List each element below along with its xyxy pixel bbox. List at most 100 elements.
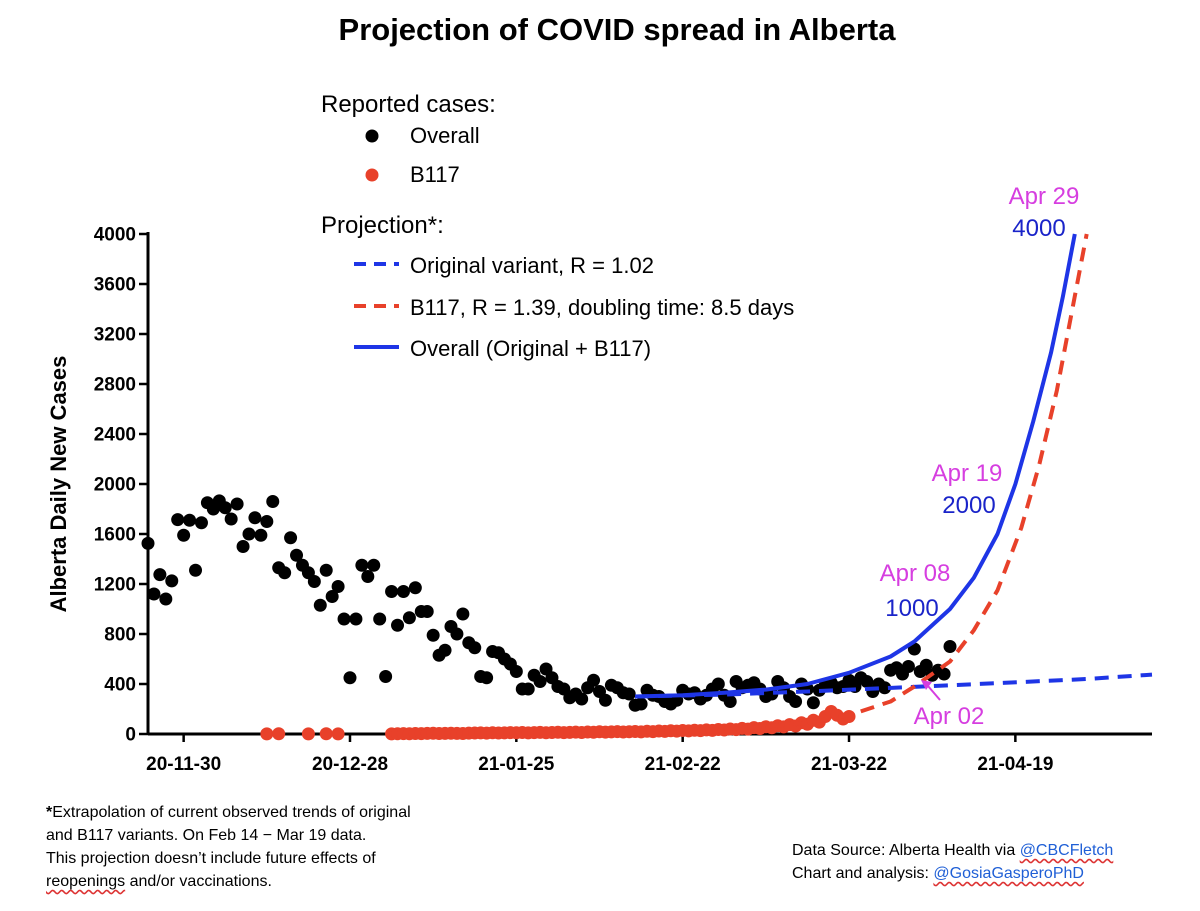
gosiagasperophd-link[interactable]: @GosiaGasperoPhD [933, 865, 1084, 882]
cbcfletch-link[interactable]: @CBCFletch [1019, 842, 1114, 859]
overall-point [230, 497, 244, 511]
legend-label-1: B117 [410, 162, 460, 187]
y-tick-label: 3600 [94, 275, 136, 296]
y-tick-label: 0 [125, 725, 136, 746]
annotation-arrow [927, 685, 941, 701]
y-tick-label: 2800 [94, 375, 136, 396]
y-axis-label: Alberta Daily New Cases [46, 356, 71, 613]
overall-point [806, 696, 820, 710]
y-tick-label: 2000 [94, 475, 136, 496]
overall-point [919, 658, 933, 672]
annotation-date-3: Apr 02 [914, 703, 985, 730]
overall-point [509, 665, 523, 678]
overall-point [391, 618, 405, 632]
overall-point [218, 501, 232, 515]
y-tick-label: 2400 [94, 425, 136, 446]
overall-point [937, 667, 951, 681]
data-source-line: Data Source: Alberta Health via @CBCFlet… [792, 839, 1113, 862]
footnote-star: * [46, 804, 53, 821]
overall-point [396, 585, 410, 598]
annotation-date-2: Apr 08 [880, 560, 951, 587]
overall-point [165, 574, 179, 588]
overall-point [224, 512, 238, 526]
chart-title: Projection of COVID spread in Alberta [338, 12, 896, 47]
footnote-text-1: Extrapolation of current observed trends… [52, 804, 411, 821]
x-tick-label: 21-03-22 [811, 754, 887, 775]
overall-point [723, 695, 737, 708]
legend-label-0: Overall [410, 123, 480, 148]
footnote: *Extrapolation of current observed trend… [46, 801, 411, 893]
legend-label-4: Overall (Original + B117) [410, 336, 651, 361]
analysis-line: Chart and analysis: @GosiaGasperoPhD [792, 862, 1113, 885]
overall-point [438, 643, 452, 657]
b117-point [319, 727, 333, 741]
footnote-line-1: *Extrapolation of current observed trend… [46, 801, 411, 824]
y-tick-label: 400 [104, 675, 136, 696]
footnote-line-3: This projection doesn’t include future e… [46, 850, 376, 867]
overall-point [468, 641, 482, 655]
overall-point [587, 673, 601, 687]
overall-point [373, 612, 387, 626]
y-tick-label: 1200 [94, 575, 136, 596]
overall-point [521, 682, 535, 696]
overall-point [622, 687, 636, 701]
x-tick-label: 20-12-28 [312, 754, 388, 775]
b117-point [260, 727, 274, 741]
overall-point [147, 587, 161, 601]
annotation-value-1: 2000 [942, 492, 995, 519]
annotation-value-2: 1000 [885, 595, 938, 622]
b117-projection [724, 233, 1089, 731]
credits: Data Source: Alberta Health via @CBCFlet… [792, 839, 1113, 885]
overall-point [349, 612, 363, 626]
overall-point [575, 692, 589, 706]
legend-projection-heading: Projection*: [321, 212, 444, 239]
legend-marker-overall [365, 129, 379, 143]
overall-point [337, 612, 351, 626]
overall-point [402, 611, 416, 625]
overall-point [361, 570, 375, 583]
x-tick-label: 20-11-30 [146, 754, 221, 775]
overall-point [290, 548, 304, 562]
overall-point [242, 527, 256, 541]
chart-plot: 0 400 800 1200 1600 2000 2400 2800 3200 3600 4000 2… [46, 91, 1153, 775]
overall-point [260, 515, 274, 528]
data-source-prefix: Data Source: Alberta Health via [792, 842, 1020, 859]
overall-point [943, 640, 957, 653]
overall-point [408, 581, 422, 595]
annotation-arrowhead [921, 680, 932, 690]
b117-point [331, 727, 345, 741]
overall-point [598, 693, 612, 707]
overall-point [266, 495, 280, 508]
overall-point [236, 540, 250, 553]
overall-point [141, 536, 155, 550]
annotation-value-0: 4000 [1012, 215, 1065, 242]
overall-point [456, 607, 470, 621]
overall-point [171, 513, 185, 527]
overall-point [480, 671, 494, 685]
footnote-line-2: and B117 variants. On Feb 14 − Mar 19 da… [46, 827, 367, 844]
x-tick-label: 21-02-22 [645, 754, 721, 775]
overall-point [153, 568, 167, 582]
overall-point [183, 513, 197, 527]
x-tick-label: 21-04-19 [977, 754, 1053, 775]
footnote-text-4: and/or vaccinations. [125, 873, 272, 890]
overall-point [248, 511, 262, 525]
annotation-date-0: Apr 29 [1009, 183, 1080, 210]
b117-point [272, 727, 286, 741]
overall-point [711, 677, 725, 691]
overall-point [533, 675, 547, 688]
overall-point [307, 575, 321, 588]
analysis-prefix: Chart and analysis: [792, 865, 934, 882]
overall-point [878, 681, 892, 695]
overall-point [331, 580, 345, 593]
overall-point [319, 563, 333, 577]
overall-point [901, 660, 915, 673]
legend-reported-heading: Reported cases: [321, 91, 496, 118]
overall-point [426, 628, 440, 642]
y-tick-label: 3200 [94, 325, 136, 346]
b117-point [301, 727, 315, 741]
overall-point [420, 605, 434, 618]
overall-point [355, 558, 369, 572]
overall-point [159, 592, 173, 606]
overall-point [634, 697, 648, 711]
